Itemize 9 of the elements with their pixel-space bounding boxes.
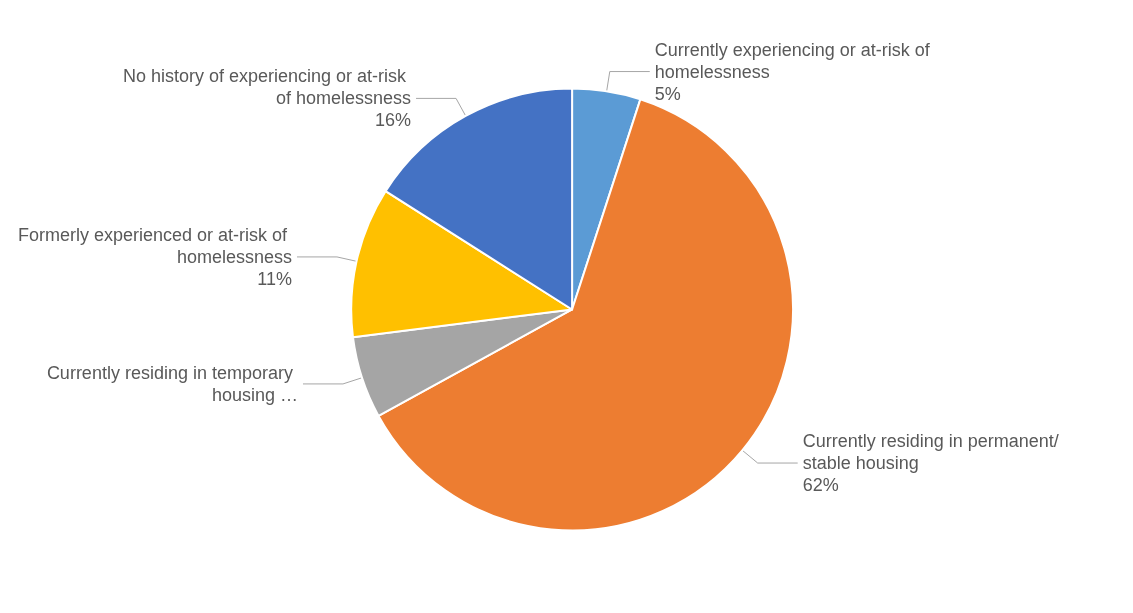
slice-label: Currently residing in permanent/stable housing [802, 431, 1059, 474]
data-label: 62% [802, 475, 839, 496]
slice-label: Currently experiencing or at-risk of homelessness [654, 39, 935, 82]
data-label: 5% [654, 83, 681, 104]
slice-label: Formerly experienced or at-risk of homelessness [17, 224, 292, 267]
data-label: 16% [375, 110, 412, 131]
slice-label: No history of experiencing or at-risk of homelessness [122, 66, 412, 109]
slice-label: Currently residing in temporary housing … [46, 362, 298, 405]
data-label: 11% [257, 268, 292, 289]
